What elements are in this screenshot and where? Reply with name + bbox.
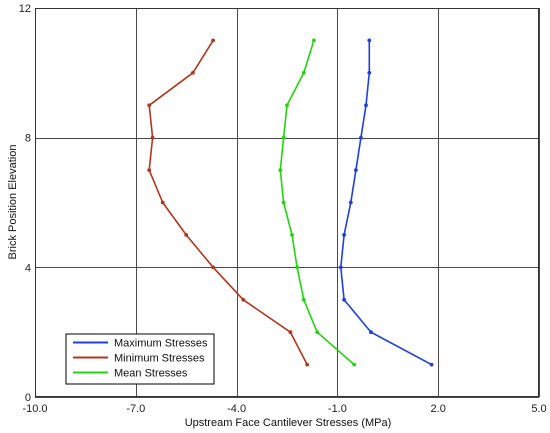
data-point-maximum xyxy=(367,38,372,43)
x-axis-title: Upstream Face Cantilever Stresses (MPa) xyxy=(185,417,392,429)
data-point-mean xyxy=(285,103,289,108)
data-point-mean xyxy=(281,135,286,140)
data-point-minimum xyxy=(184,233,189,237)
data-point-mean xyxy=(278,168,283,173)
data-point-minimum xyxy=(147,103,152,108)
data-point-mean xyxy=(281,200,286,205)
legend-entry-mean: Mean Stresses xyxy=(73,368,188,380)
legend-entry-minimum: Minimum Stresses xyxy=(73,353,205,365)
data-point-mean xyxy=(295,265,299,270)
legend-label-mean: Mean Stresses xyxy=(114,368,188,380)
series-maximum xyxy=(338,38,434,367)
series-minimum xyxy=(147,38,310,367)
data-point-minimum xyxy=(191,70,195,75)
data-point-mean xyxy=(312,38,316,43)
data-point-minimum xyxy=(160,200,165,205)
data-point-maximum xyxy=(354,168,358,173)
data-point-minimum xyxy=(211,265,216,270)
data-point-mean xyxy=(301,70,306,75)
data-point-maximum xyxy=(359,135,363,140)
data-point-minimum xyxy=(211,38,216,43)
data-point-minimum xyxy=(288,330,293,335)
data-point-maximum xyxy=(429,362,434,367)
data-point-maximum xyxy=(369,330,373,335)
series-mean xyxy=(278,38,357,367)
data-point-mean xyxy=(290,233,294,237)
data-point-minimum xyxy=(147,168,152,173)
data-point-maximum xyxy=(348,200,353,205)
data-point-minimum xyxy=(150,135,155,140)
data-point-maximum xyxy=(338,265,343,270)
y-tick-label: 0 xyxy=(25,392,31,404)
x-tick-label: -7.0 xyxy=(126,403,145,415)
series-layer xyxy=(147,38,434,367)
data-point-maximum xyxy=(367,70,372,75)
data-point-minimum xyxy=(305,362,310,367)
series-line-mean xyxy=(279,40,355,366)
y-tick-label: 8 xyxy=(25,133,31,145)
x-tick-label: -4.0 xyxy=(227,403,246,415)
data-point-mean xyxy=(301,297,306,302)
data-point-maximum xyxy=(364,103,368,108)
y-axis-title: Brick Position Elevation xyxy=(7,145,19,260)
x-tick-label: -1.0 xyxy=(328,403,347,415)
axes-layer: -10.0 -7.0 -4.0 -1.0 2.0 5.0 0 4 8 12 xyxy=(19,3,547,415)
y-tick-label: 4 xyxy=(25,262,31,274)
series-line-maximum xyxy=(339,40,432,366)
data-point-maximum xyxy=(342,233,346,237)
legend-label-minimum: Minimum Stresses xyxy=(114,353,205,365)
x-tick-label: 5.0 xyxy=(531,403,546,415)
y-tick-label: 12 xyxy=(19,3,31,15)
data-point-maximum xyxy=(342,297,346,302)
x-tick-label: -10.0 xyxy=(22,403,47,415)
legend-entry-maximum: Maximum Stresses xyxy=(73,338,208,350)
legend: Maximum Stresses Minimum Stresses Mean S… xyxy=(65,333,215,385)
data-point-mean xyxy=(315,330,320,335)
legend-label-maximum: Maximum Stresses xyxy=(114,338,208,350)
x-tick-label: 2.0 xyxy=(431,403,446,415)
data-point-minimum xyxy=(241,297,246,302)
data-point-mean xyxy=(352,362,357,367)
plot-frame xyxy=(35,8,539,397)
